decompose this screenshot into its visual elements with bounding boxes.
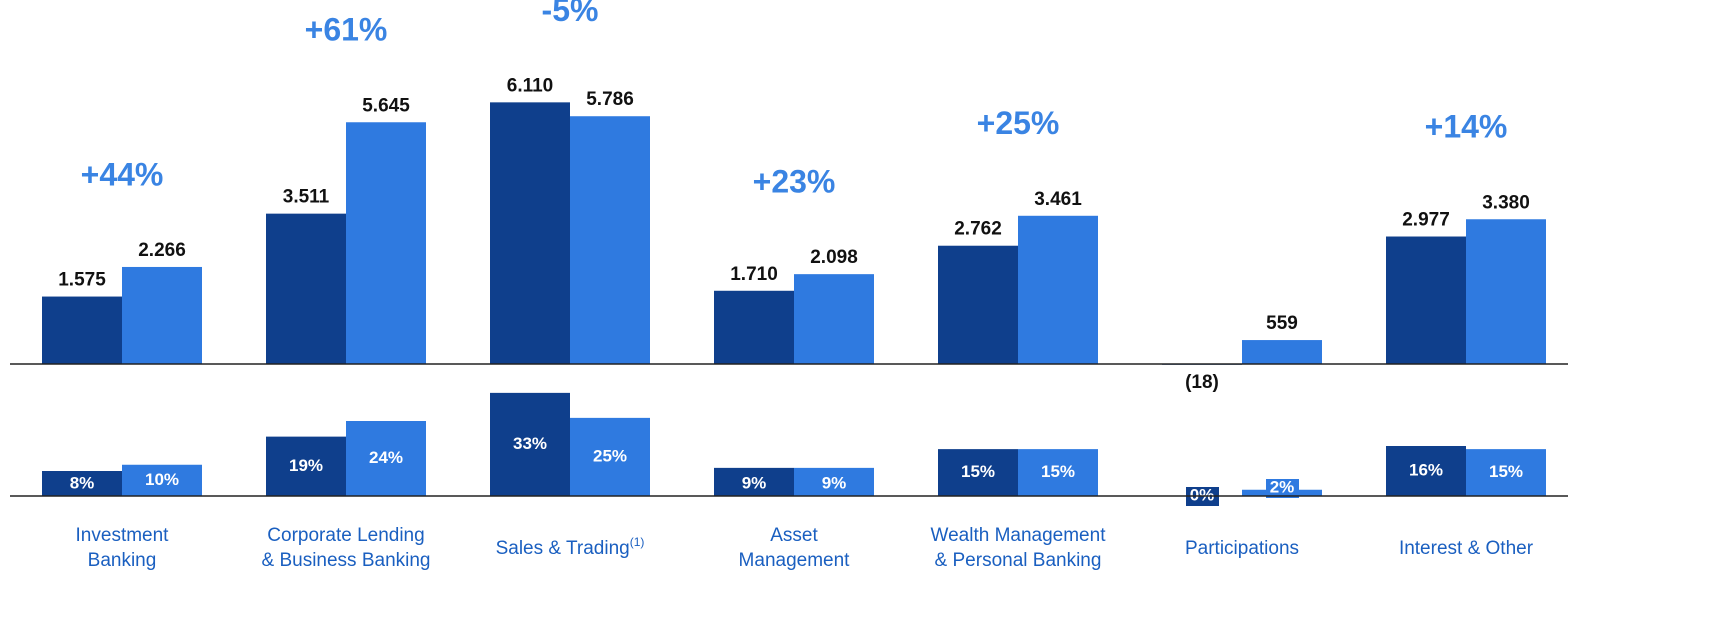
bar [938,449,1018,496]
bar [714,290,794,364]
value-label: 2.098 [810,247,858,268]
category-line: Investment [76,525,170,546]
category-label: & Personal Banking [935,550,1102,571]
value-label: 8% [70,473,95,492]
bar [122,464,202,496]
bar [794,274,874,364]
category-line: Asset [770,525,818,546]
bar [346,122,426,365]
value-label: 3.380 [1482,192,1530,213]
category-label: Management [739,550,851,571]
category-label: Sales & Trading(1) [496,535,645,559]
value-label: 3.461 [1034,189,1082,210]
value-label: 25% [593,446,627,465]
value-label: 1.710 [730,264,778,285]
value-label: 3.511 [283,187,330,208]
category-line: Interest & Other [1399,538,1534,559]
value-label: 19% [289,456,323,475]
bar [490,392,570,496]
category-line: & Business Banking [262,550,431,571]
category-line: Wealth Management [931,525,1107,546]
change-annotation: +44% [81,156,164,192]
bar [794,467,874,496]
value-label: 2% [1270,477,1295,496]
category-label: & Business Banking [262,550,431,571]
change-annotation: +61% [305,12,388,48]
bar [938,245,1018,364]
category-line: & Personal Banking [935,550,1102,571]
category-label: Interest & Other [1399,538,1534,559]
value-label: 15% [961,462,995,481]
value-label: 1.575 [58,270,106,291]
bar [122,266,202,364]
value-label: 5.786 [586,89,634,110]
category-label: Banking [88,550,157,571]
change-annotation: +25% [977,105,1060,141]
label-box [1266,479,1299,498]
change-annotation: +23% [753,164,836,200]
bar [714,467,794,496]
value-label: 9% [822,473,847,492]
value-label: 10% [145,470,179,489]
category-line: Sales & Trading [496,538,630,559]
value-label: 15% [1041,462,1075,481]
bar [266,436,346,496]
footnote-marker: (1) [630,535,645,549]
value-label: 6.110 [507,75,554,96]
value-label: 2.977 [1402,210,1450,231]
bar [1466,449,1546,496]
bar [1242,340,1322,364]
category-label: Corporate Lending [267,525,424,546]
category-label: Participations [1185,538,1299,559]
category-line: Banking [88,550,157,571]
value-label: 24% [369,448,403,467]
change-annotation: +14% [1425,109,1508,145]
value-label: (18) [1185,372,1219,393]
bar [1386,236,1466,364]
category-label: Investment [76,525,170,546]
value-label: 2.762 [954,219,1002,240]
value-label: 15% [1489,462,1523,481]
bar [570,417,650,496]
category-line: Corporate Lending [267,525,424,546]
category-label: Wealth Management [931,525,1107,546]
bar [266,213,346,364]
bar [570,116,650,365]
value-label: 9% [742,473,767,492]
category-line: Participations [1185,538,1299,559]
bar [42,471,122,496]
bar [490,102,570,364]
value-label: 33% [513,434,547,453]
bar [1018,449,1098,496]
category-line: Management [739,550,851,571]
bar [346,421,426,496]
change-annotation: -5% [542,0,599,28]
category-label: Asset [770,525,818,546]
bar [42,296,122,364]
value-label: 16% [1409,460,1443,479]
bar [1466,219,1546,364]
bar [1018,215,1098,364]
value-label: 559 [1266,313,1298,334]
value-label: 5.645 [362,95,410,116]
bar [1386,446,1466,496]
value-label: 0% [1190,485,1215,504]
value-label: 2.266 [138,240,186,261]
